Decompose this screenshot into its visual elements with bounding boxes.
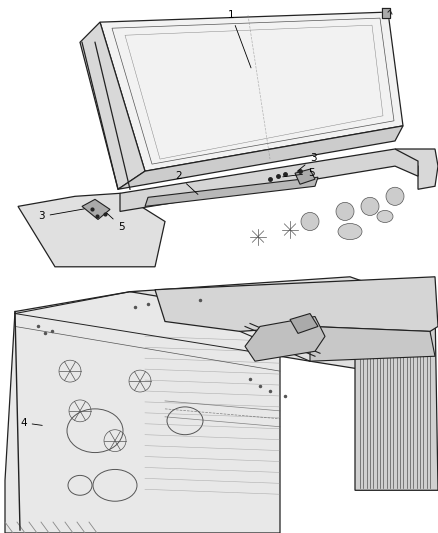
Polygon shape: [5, 290, 280, 533]
Text: 3: 3: [297, 153, 317, 172]
Circle shape: [336, 203, 354, 221]
Polygon shape: [145, 177, 318, 206]
Polygon shape: [245, 317, 325, 361]
Text: 4: 4: [20, 418, 42, 428]
Text: 5: 5: [283, 168, 314, 178]
Polygon shape: [310, 326, 435, 361]
Polygon shape: [395, 149, 438, 189]
Text: 2: 2: [175, 171, 198, 195]
Polygon shape: [382, 8, 390, 18]
Polygon shape: [155, 277, 438, 332]
Ellipse shape: [338, 223, 362, 240]
Circle shape: [386, 187, 404, 205]
Polygon shape: [80, 22, 145, 189]
Polygon shape: [18, 193, 165, 267]
Polygon shape: [355, 306, 438, 490]
Polygon shape: [120, 149, 418, 212]
Polygon shape: [290, 313, 318, 334]
Text: 5: 5: [107, 213, 125, 231]
Polygon shape: [130, 277, 435, 381]
Text: 1: 1: [228, 10, 251, 68]
Text: 3: 3: [38, 209, 84, 222]
Polygon shape: [100, 12, 403, 171]
Polygon shape: [118, 126, 403, 189]
Circle shape: [361, 197, 379, 215]
Circle shape: [301, 213, 319, 231]
Polygon shape: [295, 169, 315, 184]
Polygon shape: [82, 199, 110, 220]
Ellipse shape: [377, 211, 393, 222]
